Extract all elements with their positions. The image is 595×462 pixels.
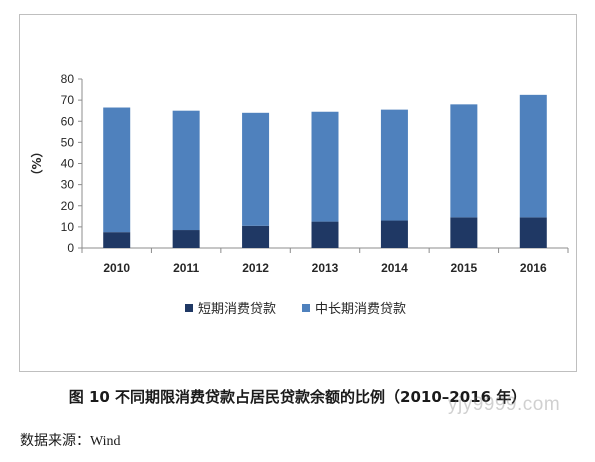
x-tick-label: 2015 [451, 261, 478, 275]
bar-long-term-2015 [450, 104, 478, 218]
bar-short-term-2016 [519, 217, 547, 248]
y-tick-label: 40 [61, 157, 75, 171]
bar-short-term-2011 [172, 230, 200, 248]
bar-long-term-2016 [519, 94, 547, 218]
y-tick-label: 10 [61, 220, 75, 234]
bar-short-term-2012 [242, 225, 270, 248]
legend-short-term-label: 短期消费贷款 [198, 302, 276, 317]
x-tick-label: 2010 [103, 261, 130, 275]
x-tick-label: 2011 [173, 261, 199, 275]
y-tick-label: 60 [61, 114, 75, 128]
source-line: 数据来源：Wind [20, 430, 121, 450]
bar-short-term-2015 [450, 217, 478, 248]
bar-long-term-2010 [103, 107, 131, 233]
x-tick-label: 2013 [312, 261, 339, 275]
legend-long-term-label: 中长期消费贷款 [315, 302, 406, 317]
legend-short-term-swatch [185, 304, 193, 312]
y-tick-label: 30 [61, 178, 75, 192]
bar-short-term-2013 [311, 221, 339, 248]
x-tick-label: 2012 [242, 261, 269, 275]
chart-frame: 0 10 20 30 40 50 60 70 80 （%） 2010 2011 2012 2013 2014… [19, 14, 577, 372]
y-tick-label: 50 [61, 135, 75, 149]
y-tick-label: 80 [61, 72, 75, 86]
source-label: 数据来源： [20, 433, 90, 449]
y-axis-label: （%） [29, 145, 44, 181]
bar-long-term-2013 [311, 111, 339, 222]
x-tick-label: 2014 [381, 261, 408, 275]
bar-long-term-2014 [380, 109, 408, 221]
watermark: yjy9999.com [448, 394, 561, 415]
source-value: Wind [90, 434, 121, 449]
y-tick-label: 0 [67, 241, 74, 255]
bar-short-term-2010 [103, 232, 131, 248]
y-tick-label: 20 [61, 199, 75, 213]
x-tick-label: 2016 [520, 261, 547, 275]
figure-caption: 图 10 不同期限消费贷款占居民贷款余额的比例（2010–2016 年） [68, 388, 527, 406]
stacked-bar-chart: 0 10 20 30 40 50 60 70 80 （%） 2010 2011 2012 2013 2014… [29, 72, 569, 317]
y-tick-label: 70 [61, 93, 75, 107]
bar-long-term-2012 [242, 112, 270, 226]
legend-long-term-swatch [302, 304, 310, 312]
bar-short-term-2014 [380, 220, 408, 248]
bar-long-term-2011 [172, 110, 200, 231]
